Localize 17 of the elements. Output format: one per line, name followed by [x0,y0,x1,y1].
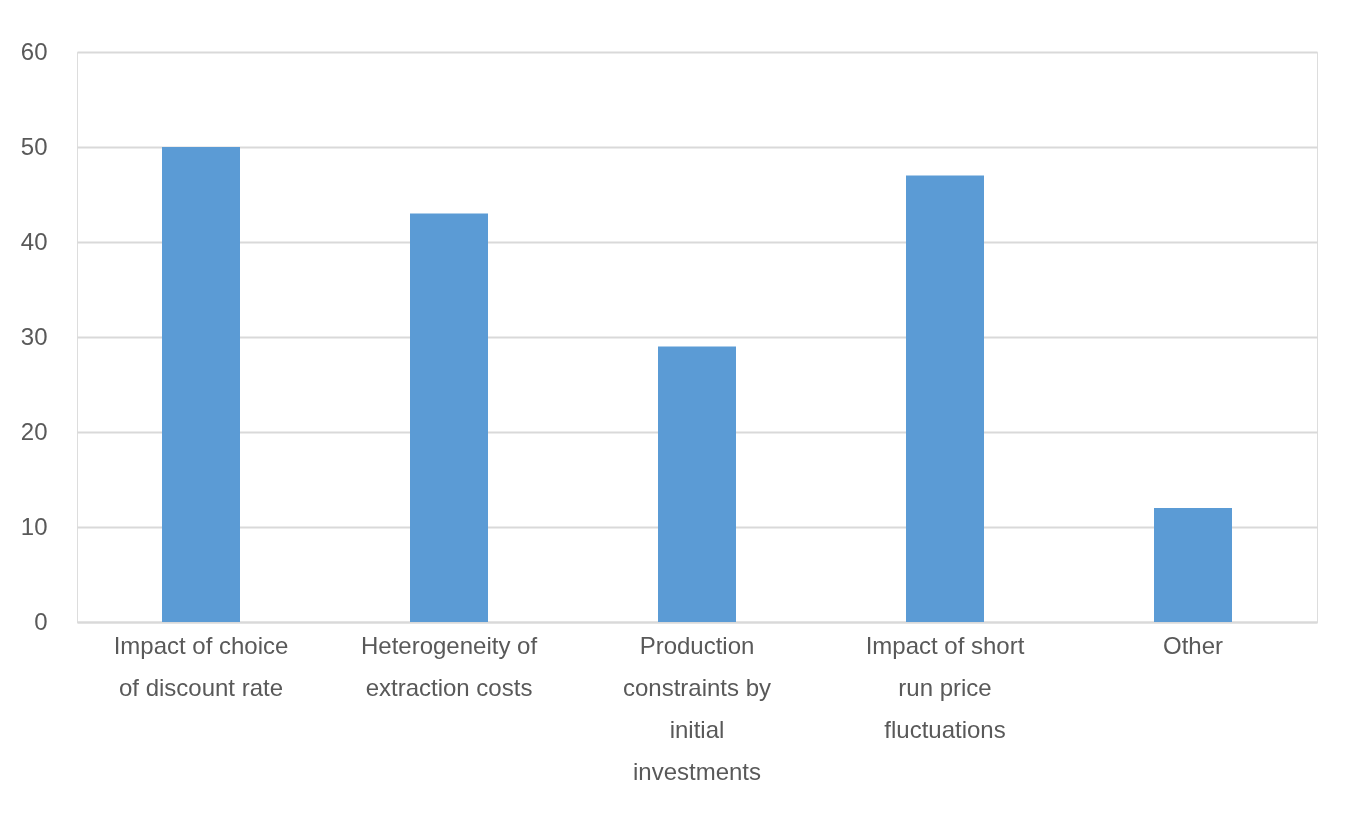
y-tick-label: 40 [20,227,48,255]
y-tick-label: 10 [20,512,48,540]
y-tick-label: 0 [34,607,48,635]
x-tick-label: Production constraints by initial investments [622,631,772,785]
y-tick-label: 30 [20,322,48,350]
bar [658,346,736,622]
y-tick-label: 20 [20,417,48,445]
bar [1154,508,1232,622]
x-tick-label: Impact of choice of discount rate [113,631,289,701]
y-tick-label: 50 [20,132,48,160]
x-tick-label: Heterogeneity of extraction costs [360,631,538,701]
x-tick-label: Other [1162,631,1224,659]
bar [906,175,984,622]
y-tick-label: 60 [20,37,48,65]
bar [162,147,240,622]
bar [410,213,488,622]
x-tick-label: Impact of short run price fluctuations [865,631,1025,743]
